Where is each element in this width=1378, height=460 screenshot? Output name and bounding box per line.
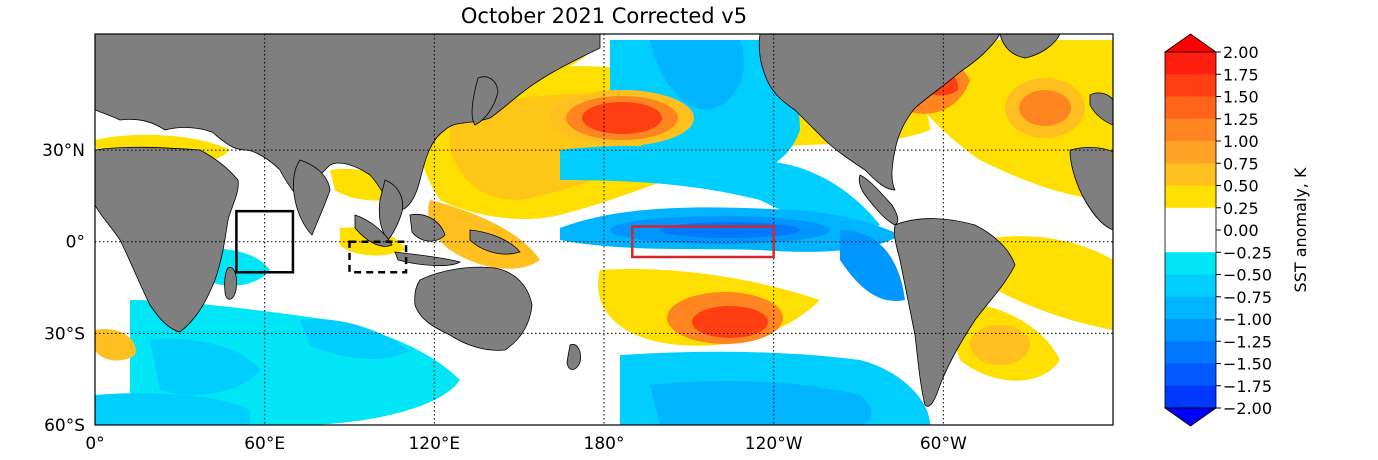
- india-land: [293, 159, 331, 236]
- map-title: October 2021 Corrected v5: [460, 4, 748, 28]
- colorbar-segment: [1165, 341, 1216, 364]
- colorbar-tick-label: 1.75: [1223, 65, 1259, 84]
- east-indian-box: [348, 240, 408, 274]
- y-tick-label: 60°S: [44, 416, 85, 436]
- colorbar-tick-label: 0.75: [1223, 154, 1259, 173]
- colorbar-segment: [1165, 141, 1216, 164]
- indochina-land: [378, 179, 404, 241]
- colorbar-segment: [1165, 163, 1216, 186]
- x-tick-label: 120°E: [408, 434, 460, 454]
- colorbar-extend-top: [1163, 33, 1218, 53]
- colorbar-segment: [1165, 252, 1216, 275]
- colorbar-tick-label: 1.00: [1223, 132, 1259, 151]
- colorbar-tick-label: −1.25: [1223, 332, 1272, 351]
- colorbar-segment: [1165, 185, 1216, 209]
- colorbar-segment: [1165, 385, 1216, 409]
- y-tick-label: 0°: [66, 233, 85, 253]
- colorbar-segment: [1165, 230, 1216, 253]
- colorbar-extend-bottom: [1163, 407, 1218, 427]
- australia-land: [414, 266, 533, 351]
- colorbar-tick-label: −0.50: [1223, 266, 1272, 285]
- greenland-land: [999, 34, 1061, 59]
- colorbar-tick-label: 0.50: [1223, 177, 1259, 196]
- north-america-land: [758, 34, 1001, 191]
- iberia-land: [1089, 92, 1113, 126]
- madagascar-land: [224, 267, 237, 300]
- colorbar-tick-label: 2.00: [1223, 43, 1259, 62]
- central-america-land: [858, 174, 899, 226]
- colorbar-tick-label: −2.00: [1223, 399, 1272, 418]
- colorbar-tick-label: −0.25: [1223, 243, 1272, 262]
- y-tick-labels: 30°N 0° 30°S 60°S: [42, 141, 85, 436]
- y-tick-label: 30°S: [44, 324, 85, 344]
- map-frame: [94, 33, 1114, 426]
- land: [95, 34, 1113, 407]
- japan-land: [471, 76, 499, 126]
- java-land: [394, 251, 462, 267]
- colorbar-segment: [1165, 74, 1216, 97]
- colorbar-segment: [1165, 274, 1216, 298]
- gridlines: [95, 34, 1113, 425]
- colorbar-tick-labels: 2.00 1.75 1.50 1.25 1.00 0.75 0.50 0.25 0.00 −0.2…: [1216, 43, 1272, 418]
- colorbar-tick-label: 0.00: [1223, 221, 1259, 240]
- x-tick-label: 60°E: [244, 434, 285, 454]
- south-america-land: [893, 218, 1016, 407]
- colorbar-tick-label: −1.50: [1223, 355, 1272, 374]
- x-tick-label: 60°W: [920, 434, 967, 454]
- colorbar-segment: [1165, 118, 1216, 142]
- sumatra-land: [354, 214, 393, 247]
- colorbar-tick-label: −1.75: [1223, 377, 1272, 396]
- west-africa-land: [1069, 146, 1113, 231]
- colorbar-tick-label: −1.00: [1223, 310, 1272, 329]
- x-tick-labels: 0° 60°E 120°E 180° 120°W 60°W: [85, 434, 967, 454]
- region-boxes: [235, 209, 775, 274]
- borneo-land: [409, 213, 446, 242]
- colorbar-segment: [1165, 52, 1216, 75]
- colorbar-segment: [1165, 363, 1216, 387]
- colorbar-segments: [1163, 33, 1218, 427]
- colorbar-tick-label: 1.25: [1223, 110, 1259, 129]
- new-zealand-land: [566, 344, 581, 370]
- nino34-box: [631, 225, 775, 259]
- africa-land: [95, 146, 239, 333]
- y-tick-label: 30°N: [42, 141, 85, 161]
- x-tick-label: 180°: [584, 434, 625, 454]
- x-tick-label: 120°W: [745, 434, 803, 454]
- colorbar-segment: [1165, 96, 1216, 120]
- colorbar-tick-label: −0.75: [1223, 288, 1272, 307]
- colorbar-segment: [1165, 207, 1216, 231]
- colorbar-tick-label: 0.25: [1223, 199, 1259, 218]
- eurasia-land: [95, 34, 601, 211]
- colorbar-label: SST anomaly, K: [1291, 167, 1310, 292]
- colorbar-segment: [1165, 296, 1216, 320]
- west-indian-box: [235, 209, 295, 274]
- x-tick-label: 0°: [85, 434, 104, 454]
- colorbar-segment: [1165, 319, 1216, 342]
- colorbar-tick-label: 1.50: [1223, 88, 1259, 107]
